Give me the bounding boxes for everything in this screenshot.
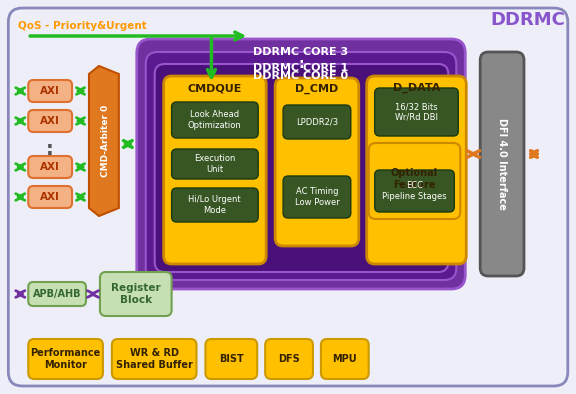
Text: Look Ahead
Optimization: Look Ahead Optimization: [188, 110, 241, 130]
Text: DFS: DFS: [278, 354, 300, 364]
Text: 16/32 Bits
Wr/Rd DBI: 16/32 Bits Wr/Rd DBI: [395, 102, 438, 122]
FancyBboxPatch shape: [28, 110, 72, 132]
Text: D_DATA: D_DATA: [393, 83, 440, 93]
Text: AXI: AXI: [40, 192, 60, 202]
Text: AC Timing
Low Power: AC Timing Low Power: [294, 187, 339, 207]
FancyBboxPatch shape: [172, 149, 258, 179]
Text: CMD-Arbiter 0: CMD-Arbiter 0: [101, 105, 111, 177]
FancyBboxPatch shape: [321, 339, 369, 379]
FancyBboxPatch shape: [172, 188, 258, 222]
FancyBboxPatch shape: [100, 272, 172, 316]
FancyBboxPatch shape: [275, 78, 359, 246]
Text: D_CMD: D_CMD: [295, 84, 339, 94]
Text: :: :: [46, 139, 54, 158]
FancyBboxPatch shape: [206, 339, 257, 379]
Text: DDRMC: DDRMC: [491, 11, 566, 29]
FancyBboxPatch shape: [28, 186, 72, 208]
Text: Execution
Unit: Execution Unit: [194, 154, 235, 174]
Text: APB/AHB: APB/AHB: [33, 289, 81, 299]
Polygon shape: [89, 66, 119, 216]
FancyBboxPatch shape: [28, 282, 86, 306]
FancyBboxPatch shape: [480, 52, 524, 276]
FancyBboxPatch shape: [112, 339, 196, 379]
FancyBboxPatch shape: [374, 170, 454, 212]
Text: Performance
Monitor: Performance Monitor: [31, 348, 101, 370]
Text: DFI 4.0 Interface: DFI 4.0 Interface: [497, 118, 507, 210]
FancyBboxPatch shape: [367, 76, 466, 264]
FancyBboxPatch shape: [369, 143, 460, 219]
Text: CMDQUE: CMDQUE: [187, 83, 241, 93]
Text: QoS - Priority&Urgent: QoS - Priority&Urgent: [18, 21, 146, 31]
Text: BIST: BIST: [219, 354, 244, 364]
FancyBboxPatch shape: [172, 102, 258, 138]
Text: LPDDR2/3: LPDDR2/3: [296, 117, 338, 126]
Text: Register
Block: Register Block: [111, 283, 161, 305]
FancyBboxPatch shape: [28, 156, 72, 178]
FancyBboxPatch shape: [146, 52, 456, 280]
Text: DDRMC CORE 1: DDRMC CORE 1: [253, 63, 348, 73]
FancyBboxPatch shape: [155, 64, 448, 272]
Text: DDRMC CORE 3: DDRMC CORE 3: [253, 47, 348, 57]
FancyBboxPatch shape: [265, 339, 313, 379]
FancyBboxPatch shape: [164, 76, 266, 264]
Text: MPU: MPU: [332, 354, 357, 364]
Text: :: :: [298, 57, 304, 71]
FancyBboxPatch shape: [137, 39, 465, 289]
Text: Optional
Feature: Optional Feature: [391, 168, 438, 190]
Text: AXI: AXI: [40, 86, 60, 96]
Text: ECC
Pipeline Stages: ECC Pipeline Stages: [382, 181, 447, 201]
FancyBboxPatch shape: [8, 8, 568, 386]
Text: WR & RD
Shared Buffer: WR & RD Shared Buffer: [116, 348, 192, 370]
Text: AXI: AXI: [40, 162, 60, 172]
FancyBboxPatch shape: [28, 80, 72, 102]
FancyBboxPatch shape: [283, 105, 351, 139]
FancyBboxPatch shape: [374, 88, 458, 136]
Text: AXI: AXI: [40, 116, 60, 126]
Text: DDRMC CORE 0: DDRMC CORE 0: [253, 71, 348, 81]
FancyBboxPatch shape: [28, 339, 103, 379]
FancyBboxPatch shape: [283, 176, 351, 218]
Text: Hi/Lo Urgent
Mode: Hi/Lo Urgent Mode: [188, 195, 241, 215]
